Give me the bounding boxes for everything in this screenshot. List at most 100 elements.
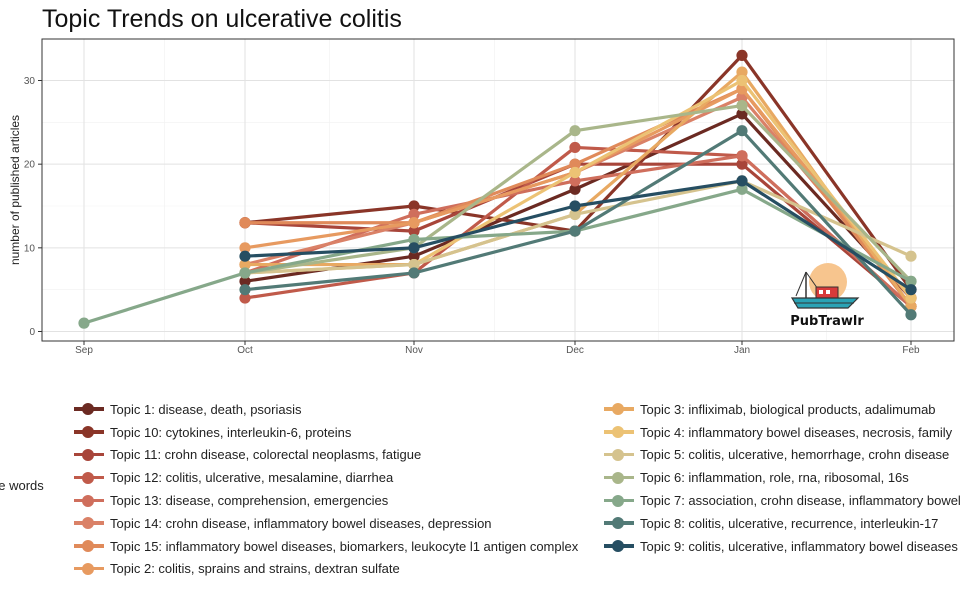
series-15: [239, 175, 917, 296]
legend-swatch: [72, 448, 106, 461]
legend-item: Topic 3: infliximab, biological products…: [602, 398, 960, 421]
data-point: [239, 292, 251, 304]
legend-label: Topic 11: crohn disease, colorectal neop…: [110, 447, 422, 463]
data-point: [736, 66, 748, 78]
legend-label: Topic 1: disease, death, psoriasis: [110, 401, 302, 417]
legend-swatch: [72, 562, 106, 575]
data-point: [569, 208, 581, 220]
legend-title: ptive words: [0, 478, 44, 493]
legend-label: Topic 15: inflammatory bowel diseases, b…: [110, 538, 579, 554]
data-point: [239, 250, 251, 262]
data-point: [905, 275, 917, 287]
data-point: [736, 125, 748, 137]
data-point: [905, 300, 917, 312]
data-point: [736, 100, 748, 112]
data-point: [408, 258, 420, 271]
legend-swatch: [72, 540, 106, 553]
x-tick-label: Oct: [237, 345, 253, 356]
data-point: [569, 183, 581, 195]
data-point: [239, 284, 251, 296]
data-point: [905, 250, 917, 262]
data-point: [569, 158, 581, 170]
legend-label: Topic 6: inflammation, role, rna, riboso…: [640, 470, 909, 486]
legend-swatch: [602, 471, 636, 484]
legend-swatch: [602, 517, 636, 530]
x-axis: Sep Oct Nov Dec Jan Feb: [75, 341, 920, 356]
legend-swatch: [72, 471, 106, 484]
data-point: [569, 125, 581, 137]
legend-label: Topic 12: colitis, ulcerative, mesalamin…: [110, 470, 394, 486]
legend-swatch: [72, 517, 106, 530]
legend-label: Topic 5: colitis, ulcerative, hemorrhage…: [640, 447, 950, 463]
data-point: [408, 217, 420, 229]
x-tick-label: Sep: [75, 345, 93, 356]
data-point: [408, 225, 420, 237]
data-point: [408, 267, 420, 279]
series-line: [83, 187, 912, 325]
legend-item: Topic 11: crohn disease, colorectal neop…: [72, 444, 578, 467]
data-point: [408, 242, 420, 254]
legend-item: Topic 8: colitis, ulcerative, recurrence…: [602, 512, 960, 535]
series-13: [78, 183, 917, 329]
legend-swatch: [602, 540, 636, 553]
legend-item: Topic 12: colitis, ulcerative, mesalamin…: [72, 466, 578, 489]
data-point: [239, 267, 251, 279]
legend-label: Topic 14: crohn disease, inflammatory bo…: [110, 515, 492, 531]
legend-item: Topic 5: colitis, ulcerative, hemorrhage…: [602, 444, 960, 467]
x-axis-title: date: [486, 359, 510, 360]
pubtrawlr-logo: PubTrawlr: [786, 262, 870, 332]
series-14: [239, 125, 917, 321]
data-point: [78, 317, 90, 329]
y-axis: 0 10 20 30: [24, 76, 42, 338]
legend-label: Topic 10: cytokines, interleukin-6, prot…: [110, 424, 352, 440]
legend-item: Topic 7: association, crohn disease, inf…: [602, 489, 960, 512]
data-point: [736, 150, 748, 162]
x-tick-label: Jan: [734, 345, 750, 356]
y-axis-title: number of published articles: [8, 115, 22, 265]
data-point: [569, 200, 581, 212]
data-point: [239, 242, 251, 254]
legend-swatch: [72, 426, 106, 439]
data-point: [736, 175, 748, 187]
legend-label: Topic 4: inflammatory bowel diseases, ne…: [640, 424, 953, 440]
data-point: [239, 258, 251, 271]
y-tick-label: 30: [24, 76, 36, 87]
data-point: [569, 175, 581, 187]
legend-item: Topic 6: inflammation, role, rna, riboso…: [602, 466, 960, 489]
data-point: [736, 158, 748, 170]
data-point: [408, 208, 420, 220]
legend-item: Topic 15: inflammatory bowel diseases, b…: [72, 535, 578, 558]
legend-swatch: [602, 426, 636, 439]
x-tick-label: Feb: [902, 345, 920, 356]
line-chart: Topic Trends on ulcerative colitis Sep Oc…: [8, 5, 955, 360]
legend-label: Topic 7: association, crohn disease, inf…: [640, 493, 960, 509]
data-point: [408, 200, 420, 212]
chart-title: Topic Trends on ulcerative colitis: [42, 5, 402, 33]
plot-panel: [41, 38, 955, 342]
x-tick-label: Dec: [566, 345, 584, 356]
legend-column-1: Topic 1: disease, death, psoriasis Topic …: [72, 398, 578, 580]
legend-column-2: Topic 3: infliximab, biological products…: [602, 398, 960, 558]
y-tick-label: 0: [29, 327, 35, 338]
legend-item: Topic 2: colitis, sprains and strains, d…: [72, 558, 578, 581]
legend-item: Topic 1: disease, death, psoriasis: [72, 398, 578, 421]
data-point: [408, 250, 420, 262]
legend-label: Topic 13: disease, comprehension, emerge…: [110, 493, 389, 509]
legend-swatch: [602, 448, 636, 461]
legend-swatch: [602, 403, 636, 416]
legend-item: Topic 4: inflammatory bowel diseases, ne…: [602, 421, 960, 444]
data-point: [736, 108, 748, 120]
data-point: [569, 225, 581, 237]
legend-swatch: [72, 494, 106, 507]
y-tick-label: 20: [24, 160, 36, 171]
y-tick-label: 10: [24, 243, 36, 254]
data-point: [905, 309, 917, 321]
legend-swatch: [602, 494, 636, 507]
legend-label: Topic 8: colitis, ulcerative, recurrence…: [640, 515, 939, 531]
legend-item: Topic 9: colitis, ulcerative, inflammato…: [602, 535, 960, 558]
series-group: [78, 49, 917, 329]
legend-item: Topic 13: disease, comprehension, emerge…: [72, 489, 578, 512]
data-point: [736, 183, 748, 195]
data-point: [736, 49, 748, 62]
data-point: [569, 141, 581, 154]
